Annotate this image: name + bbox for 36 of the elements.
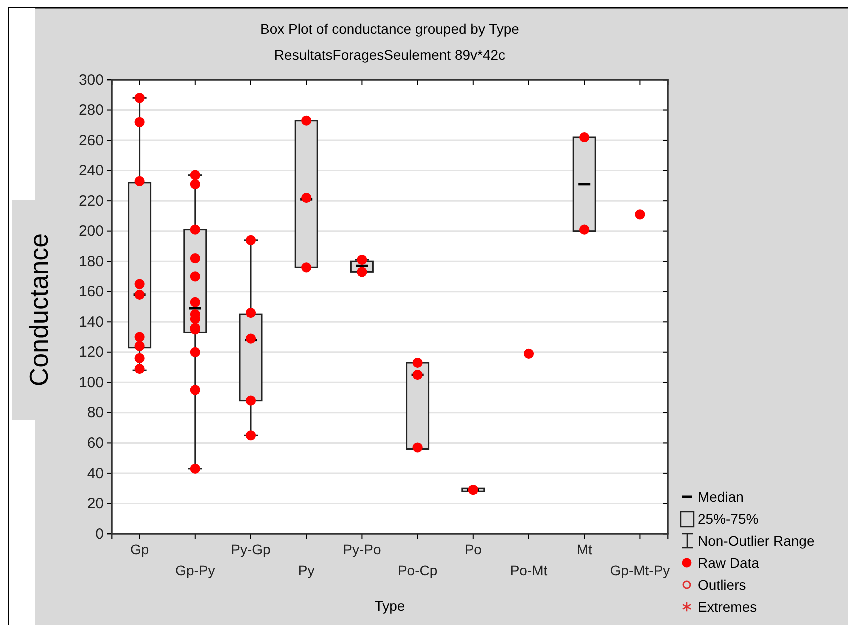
y-tick-label: 280	[78, 102, 104, 120]
chart-title: Box Plot of conductance grouped by Type	[260, 21, 520, 37]
y-tick-label: 20	[87, 496, 104, 513]
y-tick-label: 60	[87, 435, 104, 452]
y-tick-label: 40	[87, 465, 104, 482]
x-tick-label: Gp-Mt-Py	[610, 562, 670, 579]
y-tick-label: 200	[78, 223, 104, 240]
x-tick-label: Py-Po	[343, 542, 382, 558]
text: Outliers	[698, 577, 746, 593]
x-tick-label: Po-Cp	[398, 562, 438, 579]
x-axis-title: Type	[374, 598, 406, 614]
y-tick-label: 260	[78, 132, 104, 150]
y-tick-label: 100	[78, 374, 104, 392]
y-tick-label: 180	[78, 253, 104, 270]
x-tick-label: Gp	[130, 542, 150, 558]
legend-label: Raw Data	[698, 555, 760, 571]
chart-subtitle: ResultatsForagesSeulement 89v*42c	[274, 47, 506, 63]
text: Median	[698, 489, 744, 505]
y-tick-label: 80	[87, 404, 104, 422]
x-tick-label: Py-Gp	[231, 542, 272, 558]
x-tick-label: Po	[464, 542, 482, 558]
text: 25%-75%	[698, 511, 759, 527]
y-tick-label: 0	[96, 526, 104, 543]
y-tick-label: 140	[78, 314, 104, 331]
x-tick-label: Po-Mt	[510, 562, 548, 579]
y-tick-label: 160	[78, 284, 104, 301]
y-tick-label: 240	[78, 162, 104, 180]
y-tick-label: 220	[78, 192, 104, 210]
y-tick-label: 300	[78, 72, 104, 89]
y-axis-title: Conductance	[24, 233, 54, 387]
text: Non-Outlier Range	[698, 533, 815, 549]
text: Extremes	[698, 599, 758, 615]
x-tick-label: Mt	[576, 542, 592, 558]
x-tick-label: Gp-Py	[176, 562, 216, 579]
y-tick-label: 120	[78, 344, 104, 362]
x-tick-label: Py	[298, 562, 315, 579]
